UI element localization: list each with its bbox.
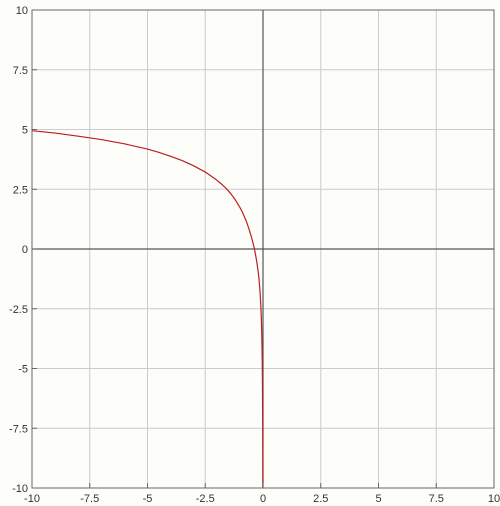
x-tick-label: 0 [260, 493, 266, 505]
x-tick-label: 5 [375, 493, 381, 505]
y-tick-label: -5 [18, 364, 28, 376]
x-tick-label: -2.5 [196, 493, 215, 505]
x-tick-label: 2.5 [313, 493, 328, 505]
x-tick-label: -5 [143, 493, 153, 505]
y-tick-label: -7.5 [9, 423, 28, 435]
y-tick-label: 7.5 [13, 65, 28, 77]
y-tick-label: 5 [22, 125, 28, 137]
chart-svg: -10-7.5-5-2.502.557.510-10-7.5-5-2.502.5… [0, 0, 500, 506]
y-tick-label: 2.5 [13, 184, 28, 196]
y-tick-label: -2.5 [9, 304, 28, 316]
x-tick-label: 10 [488, 493, 500, 505]
y-tick-label: 0 [22, 244, 28, 256]
chart-container: -10-7.5-5-2.502.557.510-10-7.5-5-2.502.5… [0, 0, 500, 506]
x-tick-label: -7.5 [80, 493, 99, 505]
x-tick-label: 7.5 [429, 493, 444, 505]
x-tick-label: -10 [24, 493, 40, 505]
y-tick-label: 10 [16, 5, 28, 17]
